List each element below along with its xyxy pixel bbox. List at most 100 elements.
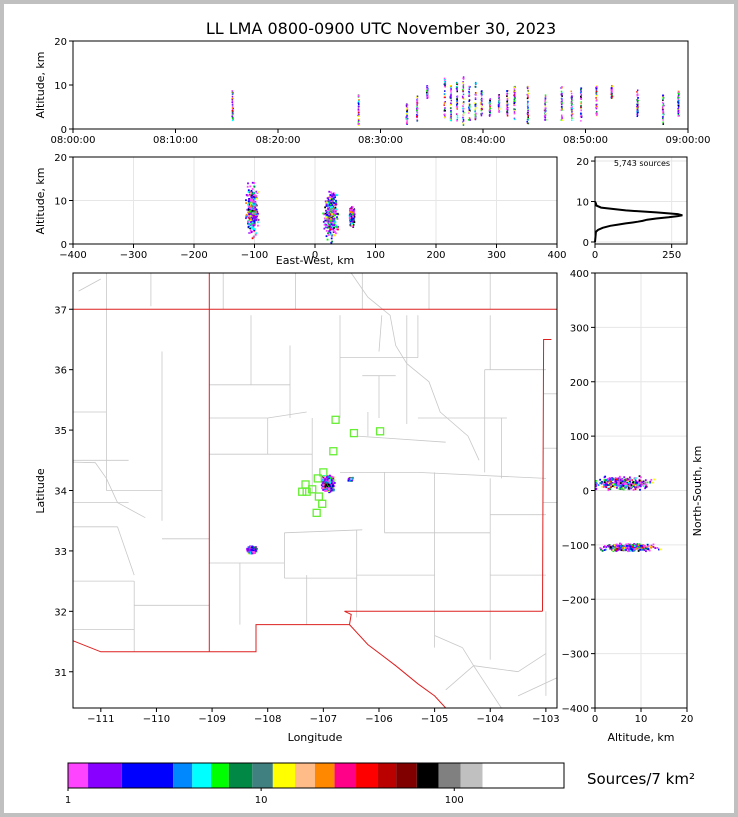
colorbar-cell <box>396 763 417 788</box>
colorbar-tick-label: 1 <box>65 795 71 806</box>
colorbar-cells <box>68 763 564 788</box>
colorbar-cell <box>460 763 483 788</box>
colorbar: 1 10 100 Sources/7 km² <box>65 762 695 806</box>
colorbar-tick-label: 10 <box>255 795 268 806</box>
altitude-time-axes <box>72 40 689 130</box>
latitude-tick-label: 36 <box>54 366 67 377</box>
time-tick-label: 08:20:00 <box>256 135 301 146</box>
lma-station-marker <box>375 427 385 436</box>
count-tick-label: 250 <box>662 250 681 261</box>
north-south-tick-label: −100 <box>562 541 589 552</box>
lma-station-marker <box>329 447 338 456</box>
plan-view-xlabel: Longitude <box>288 731 343 744</box>
altitude-north-south-ticks: 0 10 20 −400 −300 −200 −100 0 100 200 300 400 <box>562 269 694 725</box>
time-tick-label: 09:00:00 <box>666 135 711 146</box>
altitude-east-west-panel: −400 −300 −200 −100 0 100 200 300 400 0 10 20 Altit… <box>34 153 567 267</box>
north-south-tick-label: 100 <box>570 432 589 443</box>
altitude-tick-label: 20 <box>576 157 589 168</box>
lma-station-marker <box>318 499 327 508</box>
altitude-north-south-panel: 0 10 20 −400 −300 −200 −100 0 100 200 300 400 Altit… <box>562 269 704 744</box>
longitude-tick-label: −104 <box>477 714 504 725</box>
altitude-north-south-ylabel: North-South, km <box>691 446 704 537</box>
altitude-east-west-ylabel: Altitude, km <box>34 167 47 234</box>
altitude-tick-label: 20 <box>54 153 67 164</box>
altitude-tick-label: 10 <box>576 198 589 209</box>
altitude-time-ylabel: Altitude, km <box>34 51 47 118</box>
longitude-tick-label: −111 <box>87 714 114 725</box>
colorbar-cell <box>334 763 357 788</box>
lma-station-marker <box>349 428 359 438</box>
altitude-tick-label: 0 <box>583 238 589 249</box>
altitude-tick-label: 0 <box>592 714 598 725</box>
altitude-histogram-grid <box>594 157 687 244</box>
map-layer <box>73 273 557 708</box>
colorbar-outline <box>67 762 565 789</box>
colorbar-cell <box>356 763 378 788</box>
altitude-north-south-sources <box>595 475 662 553</box>
north-south-tick-label: −400 <box>562 704 589 715</box>
latitude-tick-label: 37 <box>54 305 67 316</box>
time-tick-label: 08:30:00 <box>358 135 403 146</box>
altitude-histogram-line <box>594 201 683 243</box>
east-west-tick-label: 300 <box>487 250 506 261</box>
altitude-east-west-sources <box>245 181 356 244</box>
north-south-tick-label: 400 <box>570 269 589 280</box>
north-south-tick-label: 0 <box>583 487 589 498</box>
altitude-time-panel: 08:00:00 08:10:00 08:20:00 08:30:00 08:40:00… <box>34 37 710 146</box>
colorbar-cell <box>438 763 461 788</box>
county-borders <box>73 273 557 708</box>
lma-station-marker <box>314 492 324 501</box>
longitude-tick-label: −103 <box>532 714 559 725</box>
lma-station-marker <box>298 487 307 496</box>
colorbar-cell <box>252 763 273 788</box>
altitude-time-ticks: 08:00:00 08:10:00 08:20:00 08:30:00 08:40:00… <box>51 37 711 146</box>
plan-view-sources <box>246 474 354 555</box>
east-west-tick-label: −300 <box>120 250 147 261</box>
east-west-tick-label: 400 <box>547 250 566 261</box>
lma-station-marker <box>308 485 317 494</box>
time-tick-label: 08:50:00 <box>563 135 608 146</box>
colorbar-cell <box>68 763 89 788</box>
altitude-histogram-panel: 0 250 0 10 20 5,743 sources <box>576 156 688 261</box>
colorbar-ticks: 1 10 100 <box>65 788 464 806</box>
east-west-tick-label: 200 <box>426 250 445 261</box>
source-count-annotation: 5,743 sources <box>614 159 670 168</box>
lma-station-marker <box>313 474 322 483</box>
latitude-tick-label: 33 <box>54 547 67 558</box>
altitude-tick-label: 10 <box>54 81 67 92</box>
state-borders <box>73 273 557 708</box>
latitude-tick-label: 35 <box>54 426 67 437</box>
altitude-histogram-axes <box>594 156 688 245</box>
altitude-tick-label: 0 <box>61 240 67 251</box>
time-tick-label: 08:00:00 <box>51 135 96 146</box>
east-west-tick-label: 0 <box>312 250 318 261</box>
altitude-east-west-xlabel: East-West, km <box>276 254 354 267</box>
count-tick-label: 0 <box>592 250 598 261</box>
altitude-north-south-xlabel: Altitude, km <box>607 731 674 744</box>
time-tick-label: 08:40:00 <box>461 135 506 146</box>
plan-view-panel: −111 −110 −109 −108 −107 −106 −105 −104 −103 31 32… <box>34 272 560 744</box>
altitude-east-west-grid <box>72 157 558 244</box>
altitude-tick-label: 20 <box>54 37 67 48</box>
lma-stations <box>298 415 385 518</box>
colorbar-cell <box>121 763 174 788</box>
north-south-tick-label: 200 <box>570 378 589 389</box>
north-south-tick-label: −200 <box>562 595 589 606</box>
altitude-tick-label: 10 <box>54 197 67 208</box>
longitude-tick-label: −108 <box>254 714 281 725</box>
longitude-tick-label: −110 <box>143 714 170 725</box>
latitude-tick-label: 34 <box>54 487 67 498</box>
colorbar-cell <box>314 763 335 788</box>
longitude-tick-label: −105 <box>421 714 448 725</box>
latitude-tick-label: 32 <box>54 607 67 618</box>
longitude-tick-label: −107 <box>310 714 337 725</box>
plan-view-ticks: −111 −110 −109 −108 −107 −106 −105 −104 −103 31 32… <box>54 305 559 725</box>
colorbar-cell <box>482 763 564 788</box>
lma-station-marker <box>331 415 340 424</box>
longitude-tick-label: −106 <box>365 714 392 725</box>
east-west-tick-label: 100 <box>366 250 385 261</box>
altitude-tick-label: 0 <box>61 125 67 136</box>
east-west-tick-label: −100 <box>241 250 268 261</box>
east-west-tick-label: −200 <box>180 250 207 261</box>
